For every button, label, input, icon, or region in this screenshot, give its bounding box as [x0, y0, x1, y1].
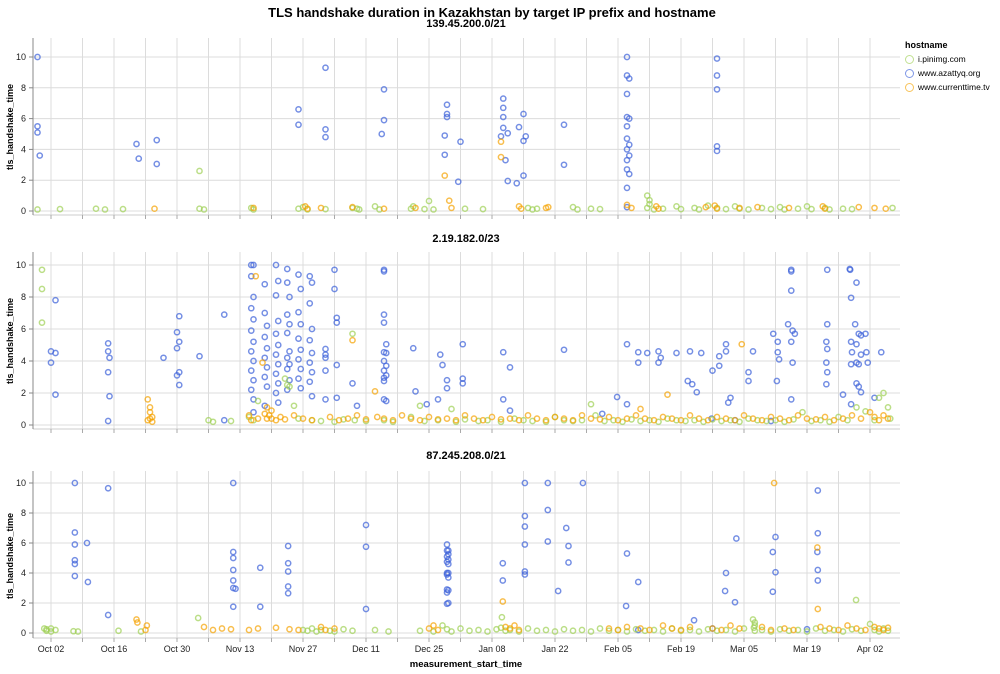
svg-text:10: 10 — [16, 478, 26, 488]
svg-text:Nov 27: Nov 27 — [289, 644, 318, 654]
series-www.currenttime.tv — [133, 479, 892, 634]
svg-text:Dec 11: Dec 11 — [352, 644, 380, 654]
svg-text:Dec 25: Dec 25 — [415, 644, 444, 654]
facet-3-plot: 0 2 4 6 8 10 Oct 02 Oct 16 Oct 30 Nov 13 Nov 27 Dec… — [16, 471, 900, 654]
svg-text:2: 2 — [21, 175, 26, 185]
svg-text:0: 0 — [21, 628, 26, 638]
series-www.currenttime.tv — [151, 138, 890, 213]
legend-label: i.pinimg.com — [918, 54, 966, 64]
svg-text:Mar 19: Mar 19 — [793, 644, 821, 654]
svg-text:10: 10 — [16, 260, 26, 270]
svg-text:Oct 30: Oct 30 — [164, 644, 191, 654]
legend-label: www.azattyq.org — [918, 68, 981, 78]
x-axis-title: measurement_start_time — [409, 659, 523, 670]
facet-2-plot: 0 2 4 6 8 10 — [16, 252, 900, 433]
series-www.azattyq.org — [47, 261, 885, 425]
svg-text:4: 4 — [21, 568, 26, 578]
svg-text:0: 0 — [21, 420, 26, 430]
legend: hostname i.pinimg.com www.azattyq.org ww… — [905, 40, 990, 96]
svg-text:Apr 02: Apr 02 — [857, 644, 884, 654]
y-axis-title-1: tls_handshake_time — [5, 83, 15, 171]
facet-3-title: 87.245.208.0/21 — [426, 450, 506, 462]
legend-item: i.pinimg.com — [905, 54, 990, 64]
legend-swatch-blue-circle-icon — [905, 68, 914, 78]
svg-text:2: 2 — [21, 388, 26, 398]
svg-text:0: 0 — [21, 206, 26, 216]
svg-text:8: 8 — [21, 83, 26, 93]
series-i.pinimg.com — [38, 266, 894, 426]
page-title: TLS handshake duration in Kazakhstan by … — [268, 5, 716, 20]
svg-text:4: 4 — [21, 144, 26, 154]
svg-text:2: 2 — [21, 598, 26, 608]
svg-text:6: 6 — [21, 538, 26, 548]
svg-text:8: 8 — [21, 292, 26, 302]
series-www.currenttime.tv — [144, 272, 892, 426]
series-www.azattyq.org — [71, 479, 822, 634]
legend-swatch-green-circle-icon — [905, 54, 914, 64]
svg-text:Jan 08: Jan 08 — [478, 644, 505, 654]
svg-text:Jan 22: Jan 22 — [541, 644, 568, 654]
legend-item: www.currenttime.tv — [905, 82, 990, 92]
svg-text:Oct 16: Oct 16 — [101, 644, 128, 654]
svg-text:10: 10 — [16, 52, 26, 62]
facet-1-title: 139.45.200.0/21 — [426, 18, 506, 30]
svg-text:Feb 19: Feb 19 — [667, 644, 695, 654]
legend-swatch-orange-circle-icon — [905, 82, 914, 92]
series-i.pinimg.com — [34, 167, 896, 213]
svg-text:Mar 05: Mar 05 — [730, 644, 758, 654]
facet-1-plot: 0 2 4 6 8 10 — [16, 38, 900, 219]
legend-label: www.currenttime.tv — [918, 82, 990, 92]
svg-text:Nov 13: Nov 13 — [226, 644, 255, 654]
svg-text:Oct 02: Oct 02 — [38, 644, 65, 654]
y-axis-title-2: tls_handshake_time — [5, 297, 15, 385]
svg-text:8: 8 — [21, 508, 26, 518]
series-www.azattyq.org — [34, 53, 721, 211]
svg-text:4: 4 — [21, 356, 26, 366]
legend-item: www.azattyq.org — [905, 68, 990, 78]
svg-text:6: 6 — [21, 324, 26, 334]
y-axis-title-3: tls_handshake_time — [5, 512, 15, 600]
facet-2-title: 2.19.182.0/23 — [432, 233, 500, 245]
legend-title: hostname — [905, 40, 948, 50]
svg-text:6: 6 — [21, 114, 26, 124]
svg-text:Feb 05: Feb 05 — [604, 644, 632, 654]
